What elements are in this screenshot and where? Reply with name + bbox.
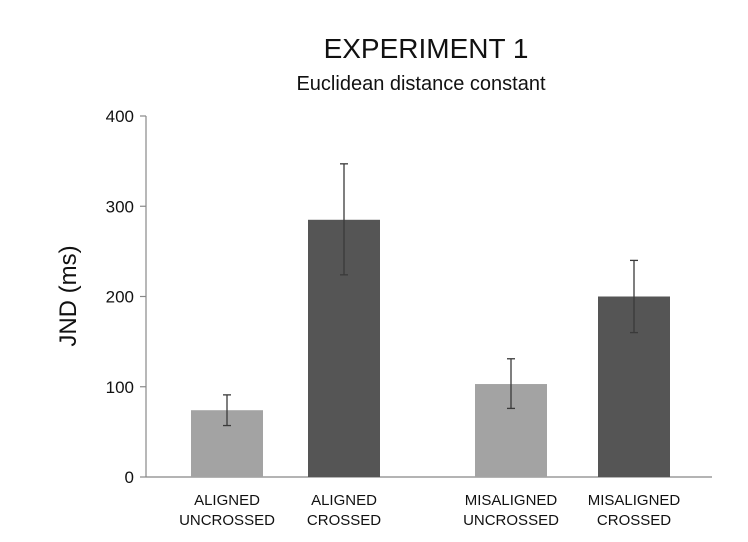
category-label-line: CROSSED	[597, 512, 671, 529]
category-label-line: CROSSED	[307, 512, 381, 529]
y-tick-label: 300	[106, 197, 134, 216]
category-label-1: ALIGNED UNCROSSED	[179, 492, 275, 529]
y-axis-label: JND (ms)	[55, 245, 82, 346]
chart-title: EXPERIMENT 1	[324, 33, 529, 64]
y-tick-label: 0	[125, 468, 134, 487]
category-label-line: MISALIGNED	[465, 492, 558, 509]
chart-subtitle: Euclidean distance constant	[296, 73, 545, 95]
category-label-line: MISALIGNED	[588, 492, 681, 509]
category-label-line: ALIGNED	[194, 492, 260, 509]
category-label-line: UNCROSSED	[463, 512, 559, 529]
y-tick-label: 400	[106, 107, 134, 126]
category-label-line: ALIGNED	[311, 492, 377, 509]
category-label-3: MISALIGNED UNCROSSED	[463, 492, 559, 529]
y-tick-label: 100	[106, 378, 134, 397]
category-label-line: UNCROSSED	[179, 512, 275, 529]
y-tick-label: 200	[106, 288, 134, 307]
category-label-2: ALIGNED CROSSED	[307, 492, 381, 529]
category-label-4: MISALIGNED CROSSED	[588, 492, 681, 529]
